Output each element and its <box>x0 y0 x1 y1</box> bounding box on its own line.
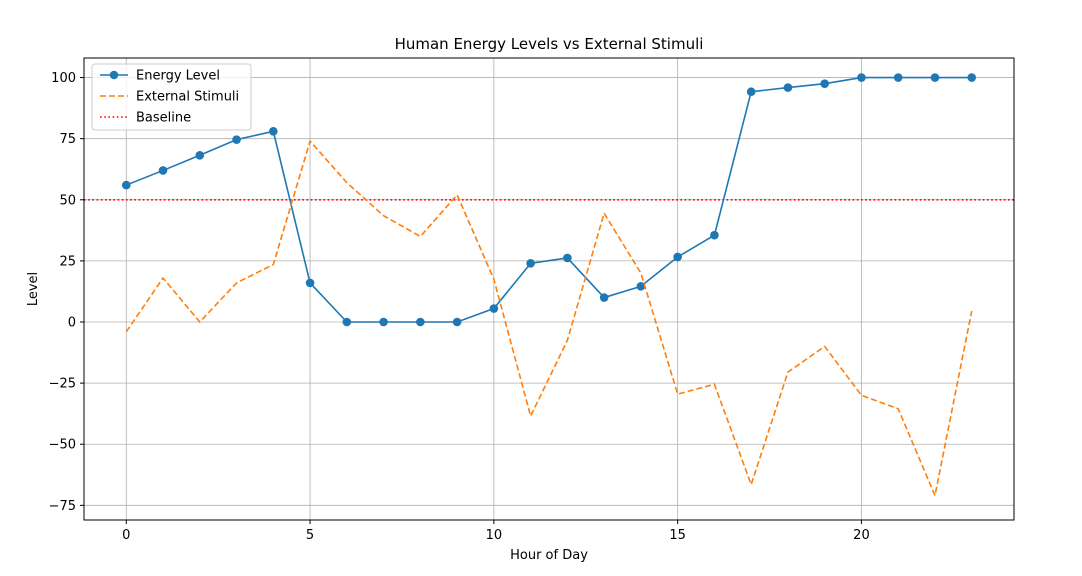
legend-label: Baseline <box>136 111 191 126</box>
y-tick-label: 50 <box>59 193 76 208</box>
x-tick-label: 5 <box>306 528 314 543</box>
energy-level-point <box>599 293 609 302</box>
energy-level-point <box>673 252 682 262</box>
y-tick-label: −50 <box>49 438 76 453</box>
energy-level-point <box>416 317 425 327</box>
y-tick-label: −25 <box>49 377 76 392</box>
energy-level-point <box>526 259 535 268</box>
energy-level-point <box>195 150 205 160</box>
y-tick-label: 0 <box>68 316 76 331</box>
energy-level-point <box>121 180 131 190</box>
y-tick-label: 25 <box>59 254 76 269</box>
legend-marker <box>109 70 119 80</box>
energy-level-point <box>930 73 940 82</box>
energy-level-point <box>489 304 499 313</box>
energy-level-point <box>563 253 572 263</box>
series-layer <box>121 73 977 497</box>
energy-level-point <box>636 282 646 291</box>
energy-level-point <box>305 278 315 288</box>
axis-ticks: 0 5 10 15 20 −75 −50 −25 0 25 50 75 100 <box>49 71 870 543</box>
series-line-energy-level <box>125 76 972 323</box>
x-tick-label: 10 <box>486 528 503 543</box>
energy-level-point <box>783 83 793 92</box>
energy-level-point <box>452 317 462 327</box>
energy-level-point <box>967 73 977 82</box>
energy-level-point <box>820 79 829 88</box>
energy-level-point <box>269 127 278 136</box>
energy-level-point <box>857 73 866 82</box>
energy-level-point <box>232 135 241 144</box>
energy-level-point <box>710 230 719 240</box>
x-axis-label: Hour of Day <box>510 548 588 563</box>
energy-level-point <box>158 166 168 175</box>
series-line-external-stimuli <box>125 140 973 497</box>
x-tick-label: 20 <box>853 528 870 543</box>
energy-level-point <box>379 317 388 327</box>
y-tick-label: −75 <box>49 499 76 514</box>
energy-level-point <box>893 73 903 82</box>
y-tick-label: 75 <box>59 132 76 147</box>
legend-label: External Stimuli <box>136 90 239 105</box>
legend-label: Energy Level <box>136 69 220 84</box>
energy-level-point <box>342 317 352 327</box>
x-tick-label: 0 <box>122 528 130 543</box>
energy-level-point <box>746 87 756 97</box>
y-axis-label: Level <box>26 272 41 306</box>
x-tick-label: 15 <box>669 528 686 543</box>
chart-title: Human Energy Levels vs External Stimuli <box>395 35 704 53</box>
legend-box <box>91 63 252 131</box>
plot-frame <box>83 57 1015 521</box>
legend: Energy Level External Stimuli Baseline <box>91 63 252 131</box>
y-tick-label: 100 <box>51 71 76 86</box>
